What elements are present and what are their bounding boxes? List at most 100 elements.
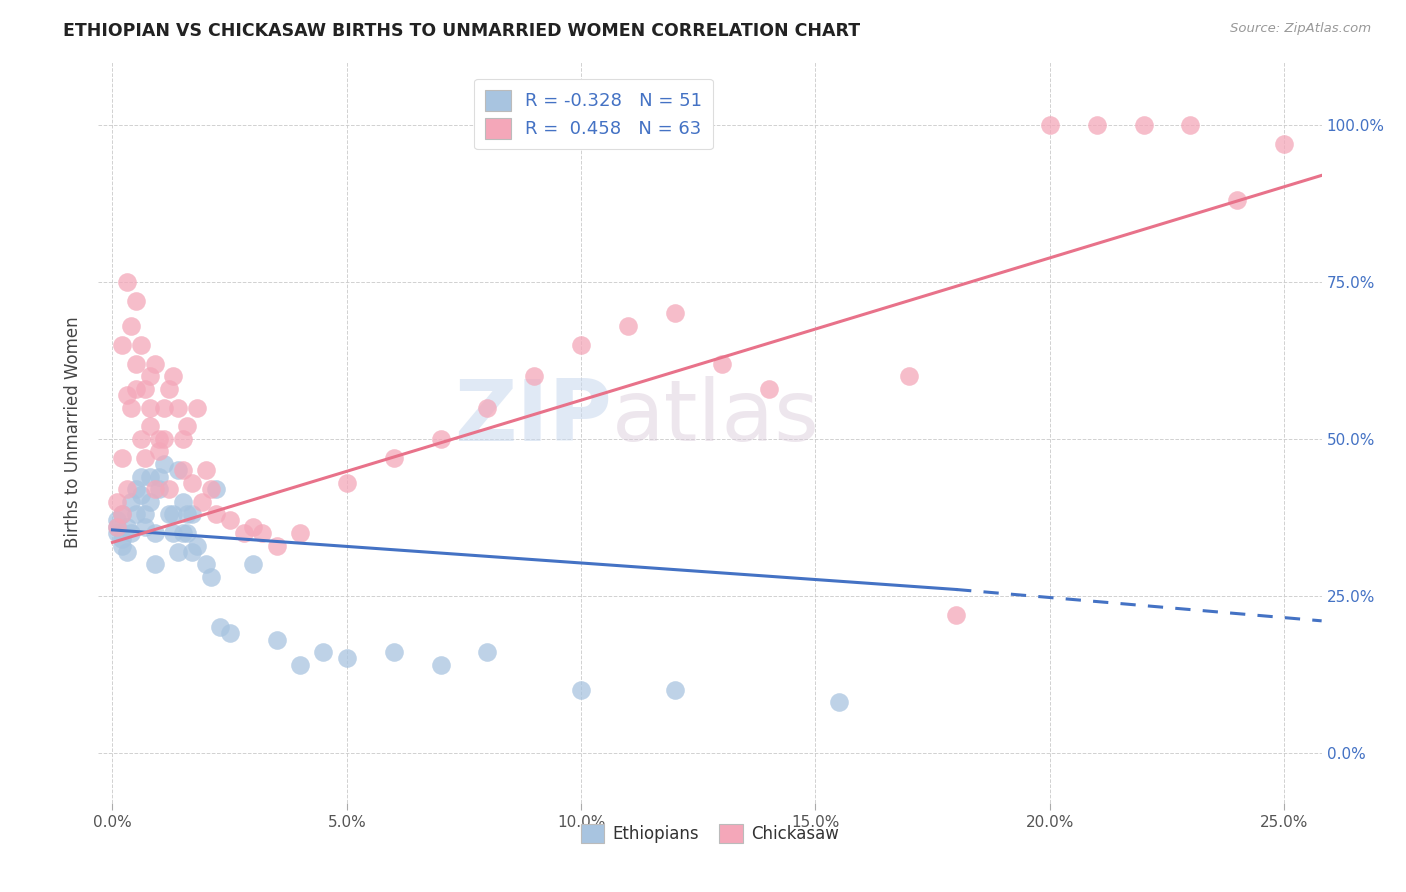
- Text: ETHIOPIAN VS CHICKASAW BIRTHS TO UNMARRIED WOMEN CORRELATION CHART: ETHIOPIAN VS CHICKASAW BIRTHS TO UNMARRI…: [63, 22, 860, 40]
- Point: [120, 318, 142, 333]
- Point: [477, 645, 499, 659]
- Point: [120, 494, 142, 508]
- Point: [195, 558, 218, 572]
- Point: [162, 507, 184, 521]
- Point: [157, 507, 180, 521]
- Point: [266, 632, 288, 647]
- Point: [167, 463, 190, 477]
- Point: [382, 450, 405, 465]
- Point: [218, 513, 240, 527]
- Point: [232, 526, 254, 541]
- Point: [190, 494, 212, 508]
- Point: [129, 488, 152, 502]
- Point: [1226, 194, 1249, 208]
- Point: [176, 526, 198, 541]
- Point: [569, 338, 592, 352]
- Point: [186, 401, 208, 415]
- Point: [710, 357, 733, 371]
- Point: [105, 513, 128, 527]
- Point: [288, 526, 311, 541]
- Point: [143, 482, 166, 496]
- Point: [1132, 118, 1154, 132]
- Point: [181, 507, 204, 521]
- Point: [209, 620, 232, 634]
- Point: [617, 318, 640, 333]
- Text: ZIP: ZIP: [454, 376, 612, 459]
- Point: [120, 401, 142, 415]
- Text: Source: ZipAtlas.com: Source: ZipAtlas.com: [1230, 22, 1371, 36]
- Point: [134, 520, 156, 534]
- Point: [105, 526, 128, 541]
- Point: [1039, 118, 1062, 132]
- Point: [111, 507, 134, 521]
- Point: [125, 357, 148, 371]
- Point: [162, 369, 184, 384]
- Point: [218, 626, 240, 640]
- Point: [115, 275, 138, 289]
- Point: [153, 457, 176, 471]
- Legend: Ethiopians, Chickasaw: Ethiopians, Chickasaw: [575, 817, 845, 850]
- Point: [139, 419, 162, 434]
- Point: [176, 507, 198, 521]
- Point: [176, 419, 198, 434]
- Point: [1272, 136, 1295, 151]
- Point: [129, 432, 152, 446]
- Point: [382, 645, 405, 659]
- Point: [172, 463, 194, 477]
- Point: [204, 507, 226, 521]
- Point: [134, 450, 156, 465]
- Point: [139, 494, 162, 508]
- Point: [172, 494, 194, 508]
- Point: [945, 607, 967, 622]
- Point: [134, 382, 156, 396]
- Point: [167, 545, 190, 559]
- Point: [167, 401, 190, 415]
- Point: [200, 570, 222, 584]
- Point: [242, 520, 264, 534]
- Point: [125, 382, 148, 396]
- Point: [429, 657, 451, 672]
- Point: [266, 539, 288, 553]
- Point: [172, 526, 194, 541]
- Point: [1085, 118, 1108, 132]
- Point: [664, 682, 686, 697]
- Point: [148, 482, 170, 496]
- Point: [139, 469, 162, 483]
- Point: [143, 357, 166, 371]
- Point: [148, 444, 170, 458]
- Point: [111, 338, 134, 352]
- Point: [139, 401, 162, 415]
- Point: [162, 526, 184, 541]
- Point: [200, 482, 222, 496]
- Point: [336, 475, 359, 490]
- Point: [134, 507, 156, 521]
- Point: [115, 388, 138, 402]
- Point: [758, 382, 780, 396]
- Point: [129, 338, 152, 352]
- Point: [115, 545, 138, 559]
- Point: [115, 482, 138, 496]
- Point: [898, 369, 921, 384]
- Point: [157, 482, 180, 496]
- Point: [186, 539, 208, 553]
- Point: [336, 651, 359, 665]
- Point: [429, 432, 451, 446]
- Point: [195, 463, 218, 477]
- Point: [157, 382, 180, 396]
- Point: [120, 526, 142, 541]
- Point: [828, 695, 851, 709]
- Point: [143, 558, 166, 572]
- Point: [143, 526, 166, 541]
- Point: [312, 645, 335, 659]
- Point: [111, 507, 134, 521]
- Point: [242, 558, 264, 572]
- Point: [252, 526, 274, 541]
- Point: [105, 520, 128, 534]
- Point: [204, 482, 226, 496]
- Point: [569, 682, 592, 697]
- Point: [139, 369, 162, 384]
- Point: [111, 450, 134, 465]
- Point: [125, 507, 148, 521]
- Point: [288, 657, 311, 672]
- Point: [153, 432, 176, 446]
